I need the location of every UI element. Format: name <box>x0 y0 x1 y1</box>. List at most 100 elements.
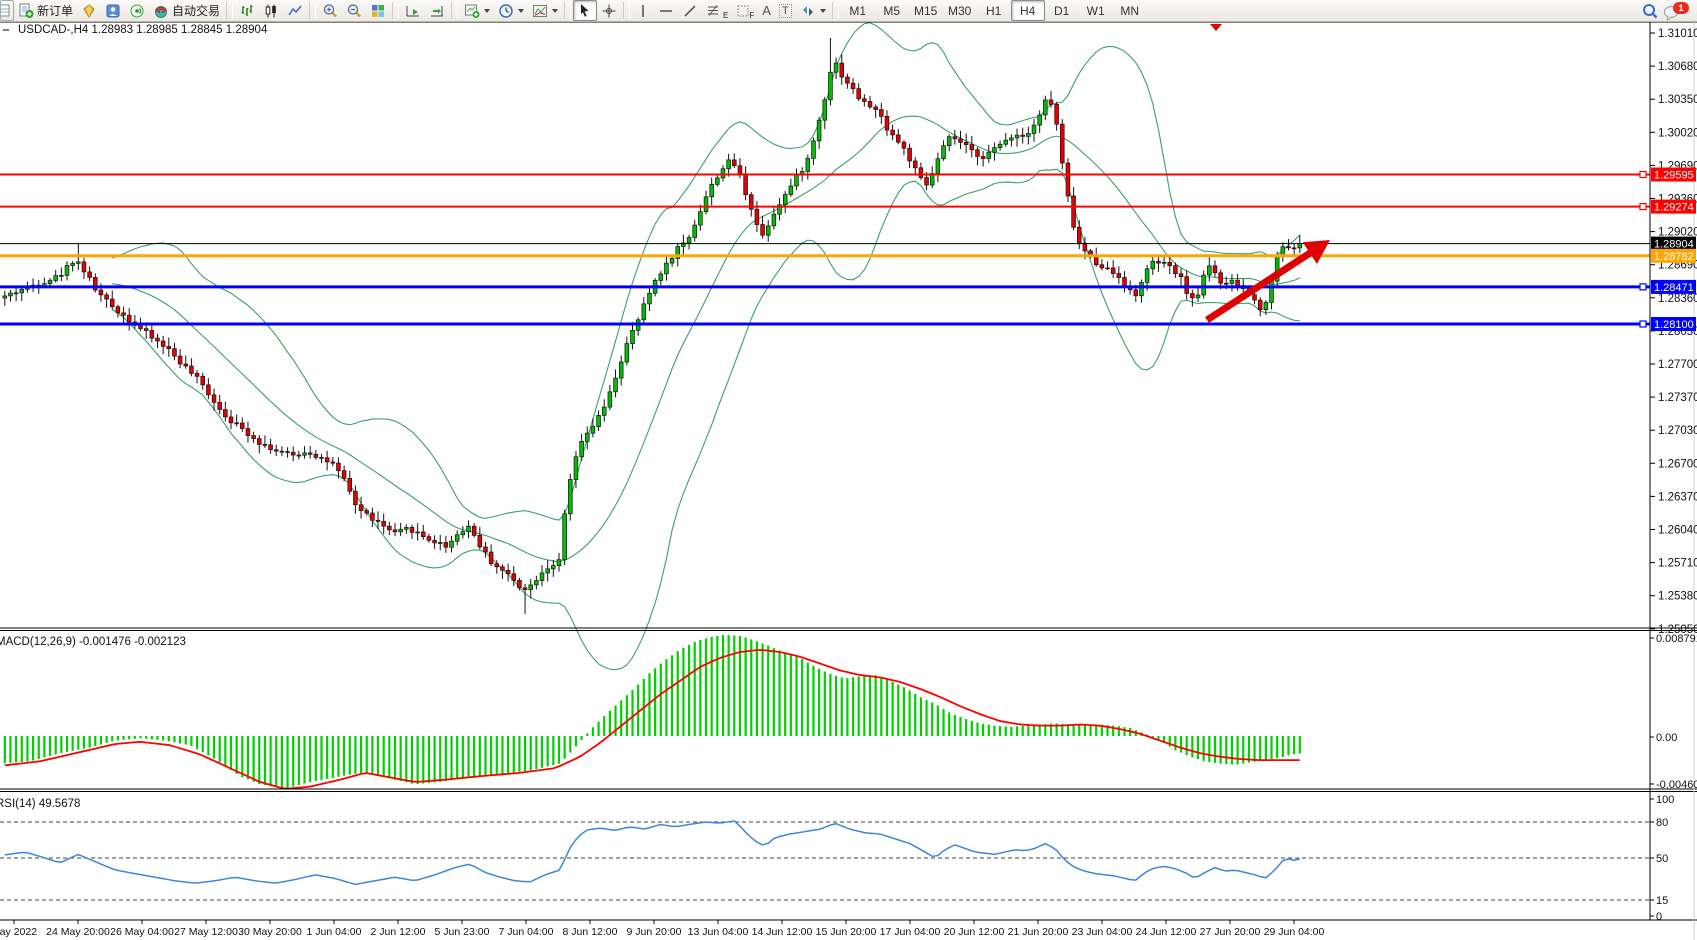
indicators-button[interactable] <box>460 0 494 21</box>
svg-text:17 Jun 04:00: 17 Jun 04:00 <box>880 926 941 938</box>
channel-tool-button[interactable]: F <box>732 0 758 21</box>
timeframe-h1[interactable]: H1 <box>986 3 1002 18</box>
svg-text:1.28471: 1.28471 <box>1654 282 1694 294</box>
indicators-icon <box>465 4 480 18</box>
svg-text:1.28904: 1.28904 <box>1654 239 1694 251</box>
chevron-down-icon <box>484 8 491 13</box>
svg-text:20 Jun 12:00: 20 Jun 12:00 <box>944 926 1005 938</box>
svg-text:RSI(14) 49.5678: RSI(14) 49.5678 <box>0 798 80 810</box>
svg-text:100: 100 <box>1656 794 1674 806</box>
candles-layer <box>2 38 1303 614</box>
svg-text:1.31010: 1.31010 <box>1658 28 1697 40</box>
periods-button[interactable] <box>494 0 528 21</box>
svg-text:7 Jun 04:00: 7 Jun 04:00 <box>499 926 554 938</box>
profile-icon <box>106 4 120 17</box>
svg-text:21 Jun 20:00: 21 Jun 20:00 <box>1008 926 1069 938</box>
svg-text:1.30350: 1.30350 <box>1658 94 1697 106</box>
templates-button[interactable] <box>528 0 562 21</box>
chevron-down-icon <box>518 8 525 13</box>
crosshair-tool-button[interactable] <box>597 0 621 21</box>
svg-text:1.26700: 1.26700 <box>1658 458 1697 470</box>
auto-trading-button[interactable]: 自动交易 <box>149 0 224 21</box>
candlestick-chart-button[interactable] <box>259 0 283 21</box>
timeframe-m1[interactable]: M1 <box>849 3 866 18</box>
svg-text:2 Jun 12:00: 2 Jun 12:00 <box>371 926 426 938</box>
svg-text:1.29274: 1.29274 <box>1654 202 1694 214</box>
svg-text:27 Jun 20:00: 27 Jun 20:00 <box>1200 926 1261 938</box>
notifications-button[interactable]: 1 <box>1663 1 1689 21</box>
line-chart-button[interactable] <box>283 0 307 21</box>
new-order-icon <box>19 3 34 18</box>
svg-text:0: 0 <box>1656 911 1662 923</box>
auto-scroll-button[interactable] <box>401 0 425 21</box>
toolbar-separator <box>564 2 572 19</box>
chevron-down-icon <box>552 8 559 13</box>
chart-shift-icon <box>431 5 444 16</box>
search-icon <box>1643 3 1658 18</box>
signal-icon <box>130 4 144 17</box>
timeframe-h4[interactable]: H4 <box>1010 0 1045 21</box>
timeframe-w1[interactable]: W1 <box>1086 3 1105 18</box>
svg-text:0.008791: 0.008791 <box>1656 633 1697 645</box>
timeframe-d1[interactable]: D1 <box>1054 3 1070 18</box>
vertical-line-tool-button[interactable] <box>632 0 654 21</box>
tile-windows-button[interactable] <box>366 0 390 21</box>
notification-badge: 1 <box>1673 1 1689 14</box>
text-tool-button[interactable]: A <box>758 0 775 21</box>
svg-text:24 Jun 12:00: 24 Jun 12:00 <box>1136 926 1197 938</box>
clock-icon <box>499 3 513 18</box>
auto-scroll-icon <box>406 5 420 16</box>
svg-text:1.30680: 1.30680 <box>1658 61 1697 73</box>
timeframe-m5[interactable]: M5 <box>883 3 900 18</box>
toolbar-separator <box>309 2 317 19</box>
svg-text:14 Jun 12:00: 14 Jun 12:00 <box>752 926 813 938</box>
zoom-in-icon <box>323 3 337 17</box>
window-grid-icon[interactable] <box>0 0 14 21</box>
svg-text:80: 80 <box>1656 817 1668 829</box>
svg-text:1.25710: 1.25710 <box>1658 558 1697 570</box>
svg-text:1 Jun 04:00: 1 Jun 04:00 <box>307 926 362 938</box>
vertical-line-icon <box>642 4 644 17</box>
fibo-icon <box>708 4 719 16</box>
svg-text:1.30020: 1.30020 <box>1658 127 1697 139</box>
fibonacci-tool-button[interactable]: E <box>702 0 732 21</box>
svg-text:1.25380: 1.25380 <box>1658 591 1697 603</box>
text-icon: A <box>762 3 771 18</box>
zoom-out-button[interactable] <box>342 0 366 21</box>
arrows-icon <box>802 5 813 16</box>
new-order-label: 新订单 <box>37 4 74 18</box>
svg-text:24 May 20:00: 24 May 20:00 <box>46 926 110 938</box>
cursor-tool-button[interactable] <box>573 0 598 21</box>
crosshair-icon <box>602 4 616 17</box>
search-button[interactable] <box>1637 0 1663 21</box>
toolbar-separator <box>392 2 400 19</box>
new-order-button[interactable]: 新订单 <box>14 0 77 21</box>
timeframe-mn[interactable]: MN <box>1120 3 1139 18</box>
zoom-in-button[interactable] <box>318 0 342 21</box>
horizontal-line-icon <box>660 9 673 12</box>
horizontal-line-tool-button[interactable] <box>654 0 678 21</box>
trendline-tool-button[interactable] <box>678 0 702 21</box>
rsi-line <box>4 820 1300 886</box>
toolbar-separator <box>623 2 631 19</box>
clipped-chart-icon <box>1 4 10 16</box>
shapes-tool-button[interactable] <box>796 0 830 21</box>
svg-text:1.28100: 1.28100 <box>1654 319 1694 331</box>
template-icon <box>533 4 548 17</box>
svg-text:1.25050: 1.25050 <box>1658 624 1697 636</box>
bar-chart-button[interactable] <box>235 0 259 21</box>
chart-shift-button[interactable] <box>425 0 449 21</box>
profile-button[interactable] <box>101 0 125 21</box>
svg-text:15 Jun 20:00: 15 Jun 20:00 <box>816 926 877 938</box>
timeframe-m15[interactable]: M15 <box>914 3 938 18</box>
timeframe-m30[interactable]: M30 <box>948 3 972 18</box>
candlestick-chart-icon <box>265 4 276 17</box>
axes-layer: 1.310101.306801.303501.300201.296901.293… <box>0 21 1697 940</box>
signal-button[interactable] <box>125 0 149 21</box>
label-tool-button[interactable]: T <box>775 0 796 21</box>
svg-text:23 Jun 04:00: 23 Jun 04:00 <box>1072 926 1133 938</box>
tile-windows-icon <box>372 4 385 17</box>
market-button[interactable] <box>77 0 101 21</box>
